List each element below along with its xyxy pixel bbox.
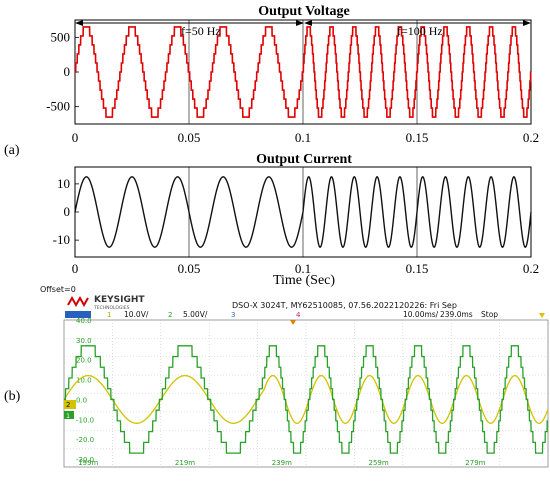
x-tick-label: 0.2	[523, 261, 539, 276]
x-tick-label: 0.15	[406, 130, 429, 145]
keysight-brand: KEYSIGHT	[94, 295, 145, 305]
panel-label-a: (a)	[4, 143, 20, 158]
ch1-ground-marker: 1	[64, 411, 74, 420]
voltage-title: Output Voltage	[258, 4, 349, 19]
scope-y-tick-label: -20.0	[76, 436, 94, 444]
scope-y-tick-label: -10.0	[76, 416, 94, 424]
ch2-number: 2	[168, 311, 172, 319]
x-tick-label: 0	[72, 130, 79, 145]
x-tick-label: 0.2	[523, 130, 539, 145]
x-tick-label: 0.1	[295, 130, 311, 145]
scope-x-tick-label: 219m	[175, 459, 195, 467]
scope-timebase: 10.00ms/	[403, 310, 439, 319]
ch2-marker-label: 2	[66, 401, 70, 409]
y-tick-label: 0	[64, 204, 71, 219]
keysight-logo: KEYSIGHT TECHNOLOGIES	[68, 295, 145, 311]
oscilloscope-capture: Offset=0 KEYSIGHT TECHNOLOGIES DSO-X 302…	[40, 285, 548, 467]
scope-x-tick-label: 279m	[465, 459, 485, 467]
ch2-scale: 5.00V/	[183, 310, 208, 319]
freq-100-label: f=100 Hz	[397, 24, 443, 38]
scope-delay: 239.0ms	[440, 310, 473, 319]
y-tick-label: 500	[51, 29, 71, 44]
y-tick-label: -10	[53, 232, 70, 247]
ch1-number: 1	[107, 311, 111, 319]
x-tick-label: 0.15	[406, 261, 429, 276]
current-xlabel: Time (Sec)	[273, 273, 335, 288]
scope-y-tick-label: 30.0	[76, 337, 92, 345]
scope-y-tick-label: 40.0	[76, 317, 92, 325]
freq-50-label: f=50 Hz	[181, 24, 221, 38]
scope-model-info: DSO-X 3024T, MY62510085, 07.56.202212022…	[232, 301, 457, 310]
x-tick-label: 0.05	[178, 130, 201, 145]
scope-status: Stop	[481, 310, 498, 319]
ch2-ground-marker: 2	[64, 400, 76, 409]
ch4-number: 4	[296, 311, 301, 319]
y-tick-label: 0	[64, 64, 71, 79]
scope-y-tick-label: 20.0	[76, 357, 92, 365]
x-tick-label: 0.05	[178, 261, 201, 276]
y-tick-label: -500	[46, 99, 70, 114]
ch3-number: 3	[231, 311, 235, 319]
scope-y-tick-label: -30.0	[76, 456, 94, 464]
voltage-plot: Output Voltage 0 0.05 0.1 0.15 0.2 500 0 -500 f…	[46, 4, 539, 145]
scope-x-tick-label: 239m	[272, 459, 292, 467]
y-tick-label: 10	[57, 176, 70, 191]
x-tick-label: 0	[72, 261, 79, 276]
scope-y-tick-label: 0.0	[76, 396, 87, 404]
scope-offset: Offset=0	[40, 285, 76, 294]
scope-x-tick-label: 259m	[369, 459, 389, 467]
keysight-wave-icon	[68, 298, 88, 305]
ch1-marker-label: 1	[66, 412, 70, 420]
current-title: Output Current	[256, 152, 352, 167]
ch1-scale: 10.0V/	[124, 310, 149, 319]
panel-label-b: (b)	[4, 389, 21, 404]
